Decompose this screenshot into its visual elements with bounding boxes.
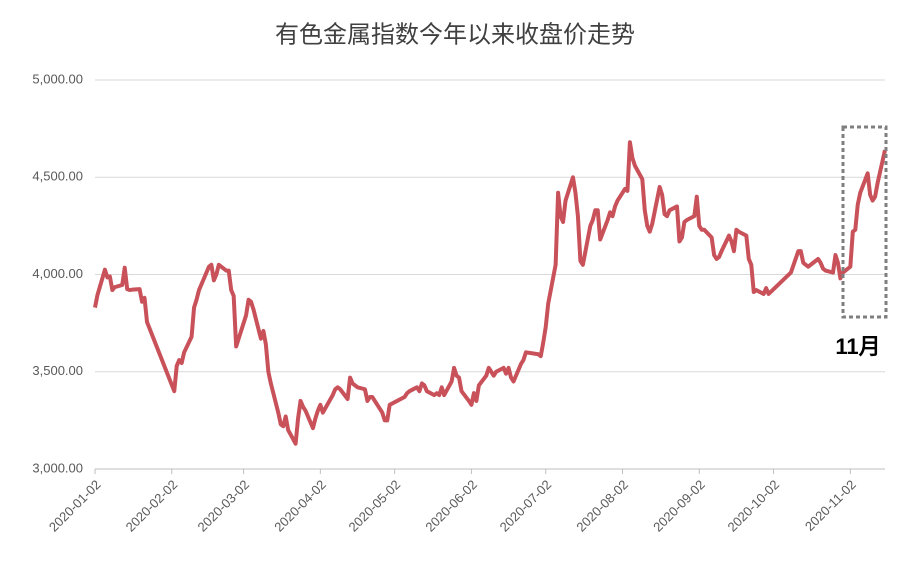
- y-tick-label: 4,000.00: [32, 266, 83, 281]
- highlight-box: [841, 125, 888, 319]
- x-tick-label: 2020-10-02: [724, 477, 782, 535]
- x-tick-label: 2020-06-02: [422, 477, 480, 535]
- x-tick-label: 2020-09-02: [650, 477, 708, 535]
- line-series: [93, 140, 887, 446]
- x-tick-label: 2020-05-02: [346, 477, 404, 535]
- y-tick-label: 4,500.00: [32, 169, 83, 184]
- x-tick-label: 2020-01-02: [46, 477, 104, 535]
- x-tick-label: 2020-07-02: [497, 477, 555, 535]
- y-tick-label: 5,000.00: [32, 71, 83, 86]
- x-tick-label: 2020-11-02: [802, 477, 859, 534]
- x-tick-label: 2020-04-02: [271, 477, 329, 535]
- chart-title: 有色金属指数今年以来收盘价走势: [275, 21, 635, 48]
- x-tick-label: 2020-03-02: [195, 477, 253, 535]
- x-tick-label: 2020-02-02: [123, 477, 181, 535]
- x-tick-label: 2020-08-02: [573, 477, 631, 535]
- y-tick-label: 3,000.00: [32, 460, 83, 475]
- y-tick-label: 3,500.00: [32, 363, 83, 378]
- annotation: 11月: [835, 334, 880, 359]
